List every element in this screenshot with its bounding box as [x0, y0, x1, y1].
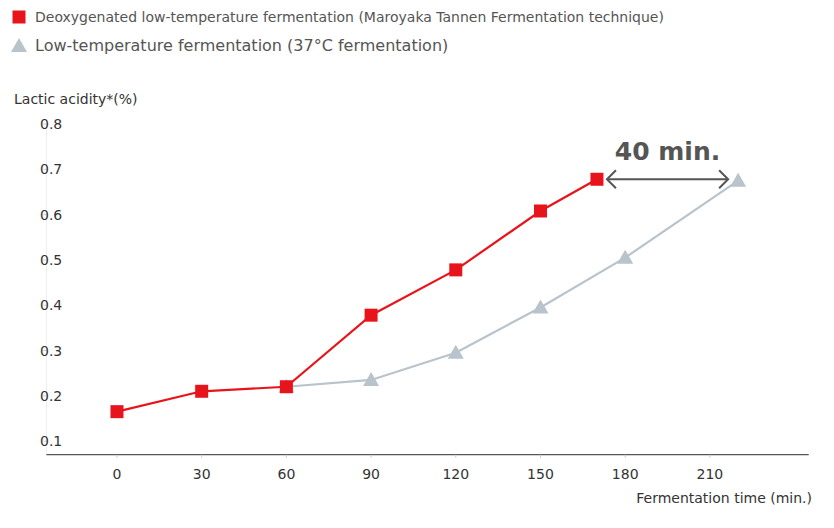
- y-tick-label: 0.2: [40, 388, 62, 404]
- series-marker: [363, 372, 379, 386]
- x-tick-label: 150: [527, 466, 554, 482]
- y-tick-label: 0.3: [40, 343, 62, 359]
- y-tick-label: 0.4: [40, 297, 62, 313]
- y-axis-label: Lactic acidity*(%): [14, 91, 138, 107]
- series-line: [117, 179, 597, 411]
- y-tick-label: 0.5: [40, 252, 62, 268]
- x-tick-label: 0: [113, 466, 122, 482]
- series-marker: [110, 405, 123, 418]
- series-marker: [534, 204, 547, 217]
- x-tick-label: 210: [697, 466, 724, 482]
- x-tick: [116, 455, 117, 458]
- y-tick-label: 0.1: [40, 433, 62, 449]
- x-tick: [540, 455, 541, 458]
- x-tick: [201, 455, 202, 458]
- annotation: 40 min.: [607, 137, 728, 188]
- plot-area: [110, 173, 746, 419]
- x-tick: [455, 455, 456, 458]
- series-marker: [617, 250, 633, 264]
- series-marker: [590, 173, 603, 186]
- x-tick: [709, 455, 710, 458]
- series-marker: [278, 379, 294, 393]
- y-tick-label: 0.6: [40, 207, 62, 223]
- x-tick: [625, 455, 626, 458]
- x-axis-line: [46, 454, 808, 455]
- y-tick-label: 0.7: [40, 161, 62, 177]
- annotation-text: 40 min.: [615, 137, 720, 166]
- series-marker: [280, 380, 293, 393]
- x-axis-label: Fermentation time (min.): [636, 490, 812, 506]
- x-tick: [371, 455, 372, 458]
- chart: Deoxygenated low-temperature fermentatio…: [0, 0, 834, 528]
- x-tick-label: 60: [277, 466, 295, 482]
- annotation-arrowhead: [607, 170, 616, 188]
- legend-marker: [11, 38, 27, 52]
- series-marker: [449, 263, 462, 276]
- series-line: [286, 181, 738, 387]
- x-tick-label: 180: [612, 466, 639, 482]
- series-marker: [448, 345, 464, 359]
- series-marker: [730, 173, 746, 187]
- x-tick-label: 30: [193, 466, 211, 482]
- annotation-arrow: [607, 178, 728, 180]
- annotation-arrowhead: [719, 170, 728, 188]
- series-marker: [365, 309, 378, 322]
- x-tick-label: 90: [362, 466, 380, 482]
- legend-label: Deoxygenated low-temperature fermentatio…: [35, 9, 664, 25]
- series-marker: [195, 385, 208, 398]
- legend-label: Low-temperature fermentation (37°C ferme…: [35, 36, 448, 55]
- x-tick-label: 120: [442, 466, 469, 482]
- legend: Deoxygenated low-temperature fermentatio…: [11, 9, 664, 55]
- legend-marker: [13, 11, 26, 24]
- x-tick: [286, 455, 287, 458]
- y-tick-label: 0.8: [40, 116, 62, 132]
- series-marker: [532, 299, 548, 313]
